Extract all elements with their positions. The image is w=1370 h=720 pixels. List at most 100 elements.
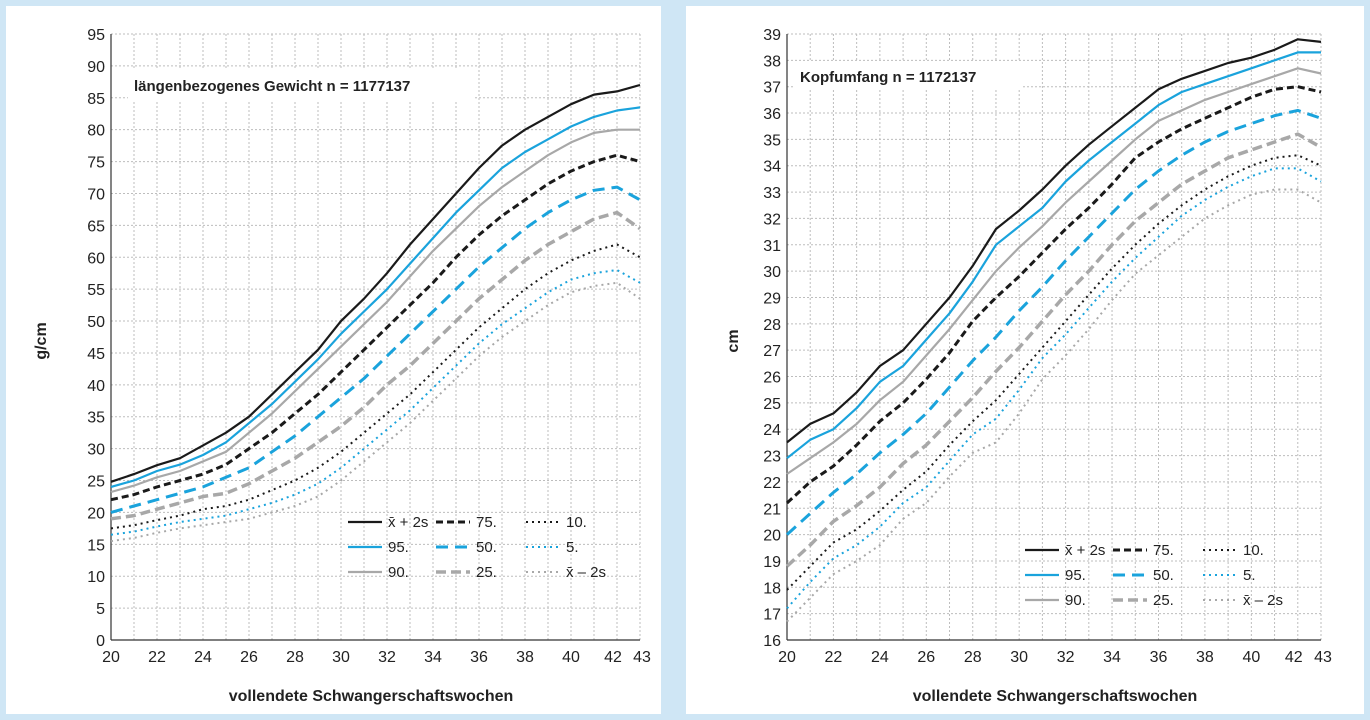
y-tick-label: 5 bbox=[96, 601, 105, 618]
legend-label-mm2s: x̄ – 2s bbox=[566, 564, 606, 581]
series-line-p95 bbox=[786, 51, 1321, 460]
y-tick-label: 35 bbox=[87, 410, 105, 427]
series-lines bbox=[110, 83, 641, 543]
y-tick-label: 15 bbox=[87, 537, 105, 554]
legend-label-p95: 95. bbox=[1065, 567, 1086, 584]
y-tick-label: 30 bbox=[87, 442, 105, 459]
y-tick-label: 25 bbox=[87, 474, 105, 491]
y-tick-label: 24 bbox=[763, 422, 781, 439]
chart-title: längenbezogenes Gewicht n = 1177137 bbox=[134, 78, 410, 95]
y-axis-label: cm bbox=[725, 329, 742, 352]
x-tick-label: 30 bbox=[1010, 649, 1028, 666]
legend-label-mm2s: x̄ – 2s bbox=[1243, 592, 1283, 609]
series-line-p50 bbox=[110, 185, 641, 514]
series-line-p75 bbox=[785, 85, 1322, 505]
x-tick-label: 43 bbox=[633, 649, 651, 666]
series-line-p90 bbox=[786, 67, 1322, 475]
series-line-p10 bbox=[786, 154, 1322, 591]
y-tick-label: 35 bbox=[763, 132, 781, 149]
legend-label-p50: 50. bbox=[476, 539, 497, 556]
title-background bbox=[795, 62, 1023, 90]
series-line-p25 bbox=[785, 132, 1322, 568]
x-axis-label: vollendete Schwangerschaftswochen bbox=[913, 688, 1198, 705]
x-tick-label: 20 bbox=[778, 649, 796, 666]
y-tick-label: 65 bbox=[87, 218, 105, 235]
y-tick-label: 33 bbox=[763, 185, 781, 202]
legend-label-p5: 5. bbox=[1243, 567, 1256, 584]
series-line-m2s bbox=[786, 38, 1322, 444]
legend-label-p95: 95. bbox=[388, 539, 409, 556]
y-tick-label: 95 bbox=[87, 27, 105, 44]
series-line-mm2s bbox=[786, 188, 1322, 623]
x-tick-label: 28 bbox=[964, 649, 982, 666]
x-tick-label: 24 bbox=[194, 649, 212, 666]
y-tick-label: 31 bbox=[763, 238, 781, 255]
chart-panel-head-circumference: 16 17 18 19 20 21 22 23 24 25 26 27 28 29 30 31 32 33 34 35… bbox=[686, 6, 1364, 714]
y-tick-label: 17 bbox=[763, 607, 781, 624]
y-tick-label: 30 bbox=[763, 264, 781, 281]
series-line-p90 bbox=[110, 128, 640, 494]
x-tick-label: 38 bbox=[1196, 649, 1214, 666]
x-tick-label: 28 bbox=[286, 649, 304, 666]
x-tick-label: 40 bbox=[562, 649, 580, 666]
y-tick-label: 39 bbox=[763, 27, 781, 44]
y-tick-label: 20 bbox=[87, 505, 105, 522]
legend: x̄ + 2s 75. 10. 95. 50. 5. 90. 25. x̄ – 2s bbox=[1025, 542, 1283, 609]
y-tick-label: 80 bbox=[87, 123, 105, 140]
x-tick-label: 36 bbox=[470, 649, 488, 666]
y-tick-label: 26 bbox=[763, 370, 781, 387]
y-tick-label: 19 bbox=[763, 554, 781, 571]
series-line-m2s bbox=[110, 83, 641, 483]
y-tick-label: 10 bbox=[87, 569, 105, 586]
x-tick-label: 32 bbox=[1057, 649, 1075, 666]
y-tick-label: 37 bbox=[763, 80, 781, 97]
x-tick-label: 22 bbox=[825, 649, 843, 666]
y-tick-label: 34 bbox=[763, 159, 781, 176]
series-line-p25 bbox=[110, 210, 641, 521]
legend-label-p75: 75. bbox=[476, 514, 497, 531]
series-lines bbox=[785, 38, 1322, 623]
y-tick-label: 18 bbox=[763, 580, 781, 597]
y-tick-label: 32 bbox=[763, 211, 781, 228]
x-tick-label: 42 bbox=[604, 649, 622, 666]
y-tick-label: 28 bbox=[763, 317, 781, 334]
x-tick-label: 22 bbox=[148, 649, 166, 666]
series-line-p50 bbox=[785, 108, 1322, 536]
series-line-p95 bbox=[110, 106, 641, 488]
x-tick-label: 26 bbox=[917, 649, 935, 666]
y-tick-label: 27 bbox=[763, 343, 781, 360]
y-tick-label: 29 bbox=[763, 290, 781, 307]
legend-label-p25: 25. bbox=[476, 564, 497, 581]
y-tick-label: 22 bbox=[763, 475, 781, 492]
y-tick-label: 23 bbox=[763, 449, 781, 466]
x-tick-label: 43 bbox=[1314, 649, 1332, 666]
legend-label-m2s: x̄ + 2s bbox=[1065, 542, 1105, 559]
series-line-mm2s bbox=[110, 281, 641, 543]
axes bbox=[110, 34, 640, 641]
y-tick-label: 50 bbox=[87, 314, 105, 331]
y-tick-label: 16 bbox=[763, 633, 781, 650]
series-line-p75 bbox=[110, 153, 641, 502]
y-tick-label: 85 bbox=[87, 91, 105, 108]
x-tick-label: 34 bbox=[424, 649, 442, 666]
panel-background bbox=[6, 6, 661, 714]
legend-label-m2s: x̄ + 2s bbox=[388, 514, 428, 531]
y-tick-label: 40 bbox=[87, 378, 105, 395]
legend: x̄ + 2s 75. 10. 95. 50. 5. 90. 25. x̄ – 2s bbox=[348, 514, 606, 581]
x-tick-label: 42 bbox=[1285, 649, 1303, 666]
x-axis-label: vollendete Schwangerschaftswochen bbox=[229, 688, 514, 705]
legend-label-p10: 10. bbox=[1243, 542, 1264, 559]
y-tick-label: 0 bbox=[96, 633, 105, 650]
legend-label-p90: 90. bbox=[1065, 592, 1086, 609]
legend-label-p90: 90. bbox=[388, 564, 409, 581]
series-line-p10 bbox=[110, 243, 641, 530]
y-tick-label: 36 bbox=[763, 106, 781, 123]
chart-panel-weight: 0 5 10 15 20 25 30 35 40 45 50 55 60 65 70 75 80 85 90 95 20… bbox=[6, 6, 661, 714]
legend-label-p25: 25. bbox=[1153, 592, 1174, 609]
x-tick-label: 20 bbox=[102, 649, 120, 666]
series-line-p5 bbox=[786, 167, 1322, 610]
chart-title: Kopfumfang n = 1172137 bbox=[800, 69, 976, 86]
y-tick-label: 45 bbox=[87, 346, 105, 363]
x-tick-label: 34 bbox=[1103, 649, 1121, 666]
